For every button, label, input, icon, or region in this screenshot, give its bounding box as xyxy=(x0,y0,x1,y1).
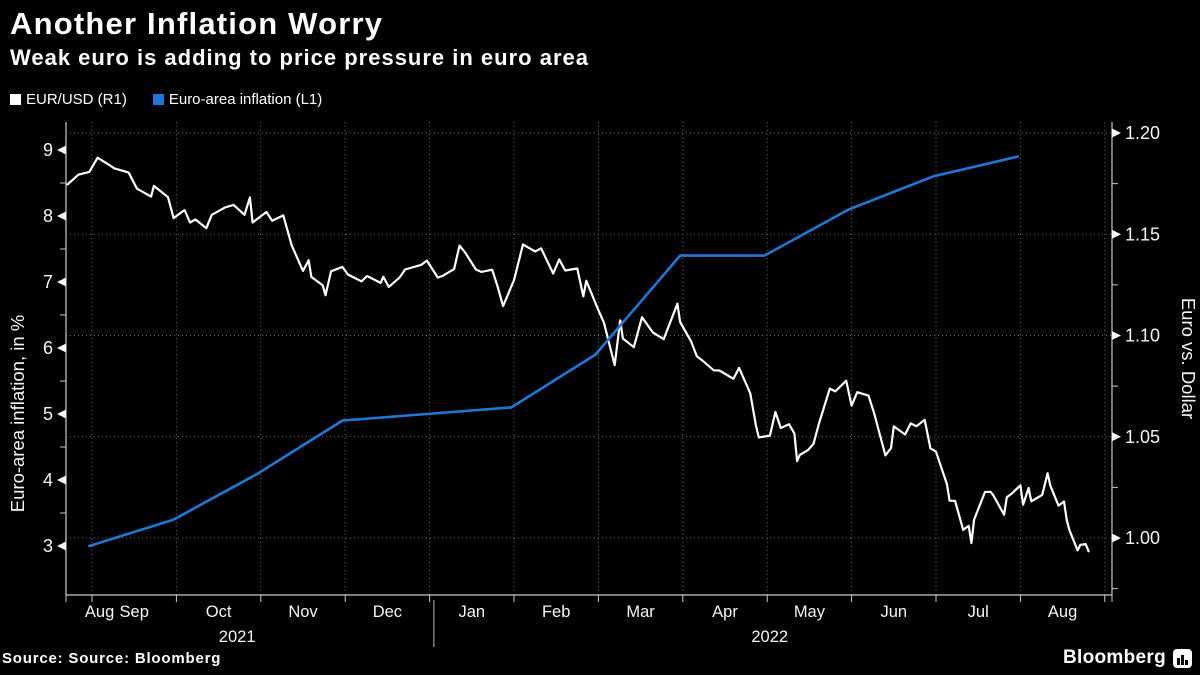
legend: EUR/USD (R1) Euro-area inflation (L1) xyxy=(10,91,322,108)
year-label: 2021 xyxy=(219,628,256,646)
eurusd-swatch-icon xyxy=(10,94,21,105)
right-axis-tick-label: 1.20 xyxy=(1125,123,1160,143)
inflation-swatch-icon xyxy=(152,94,164,105)
right-tick-triangle-icon xyxy=(1112,432,1121,442)
legend-label-eurusd: EUR/USD (R1) xyxy=(26,91,127,108)
page-title: Another Inflation Worry xyxy=(10,6,384,41)
month-label: Jun xyxy=(880,603,907,621)
inflation-line xyxy=(88,155,1020,548)
right-axis-tick-label: 1.00 xyxy=(1125,528,1160,548)
left-axis-tick-label: 7 xyxy=(43,272,53,292)
left-tick-triangle-icon xyxy=(57,409,66,419)
left-tick-triangle-icon xyxy=(57,475,66,485)
right-axis-tick-label: 1.15 xyxy=(1125,224,1160,244)
left-axis-tick-label: 8 xyxy=(43,206,53,226)
year-label: 2022 xyxy=(751,628,788,646)
right-tick-triangle-icon xyxy=(1112,128,1121,138)
month-label: May xyxy=(794,603,826,621)
month-label: Apr xyxy=(712,603,738,621)
page-subtitle: Weak euro is adding to price pressure in… xyxy=(10,45,589,70)
month-label: Jan xyxy=(458,603,485,621)
bloomberg-bars-icon xyxy=(1173,648,1192,668)
left-tick-triangle-icon xyxy=(57,541,66,551)
left-axis-tick-label: 9 xyxy=(43,140,53,160)
right-axis-tick-label: 1.10 xyxy=(1125,326,1160,346)
left-tick-triangle-icon xyxy=(57,145,66,155)
right-axis-title: Euro vs. Dollar xyxy=(1178,298,1199,419)
source-note: Source: Source: Bloomberg xyxy=(2,650,222,667)
right-tick-triangle-icon xyxy=(1112,331,1121,340)
month-label: Feb xyxy=(542,603,570,621)
left-tick-triangle-icon xyxy=(57,211,66,221)
left-axis-tick-label: 3 xyxy=(43,536,53,556)
month-label: Jul xyxy=(968,603,989,621)
month-label: Nov xyxy=(288,603,318,621)
month-label: Mar xyxy=(626,603,655,621)
month-label: Oct xyxy=(206,603,232,621)
bloomberg-logo: Bloomberg xyxy=(1063,647,1192,669)
month-label: Dec xyxy=(373,603,402,621)
right-tick-triangle-icon xyxy=(1112,229,1121,239)
month-label: Aug xyxy=(1048,603,1077,621)
bloomberg-wordmark: Bloomberg xyxy=(1063,647,1166,668)
legend-item-inflation: Euro-area inflation (L1) xyxy=(152,91,323,108)
right-tick-triangle-icon xyxy=(1112,533,1121,543)
legend-item-eurusd: EUR/USD (R1) xyxy=(10,91,127,108)
eurusd-line xyxy=(66,156,1090,553)
right-axis-tick-label: 1.05 xyxy=(1125,427,1160,447)
left-axis-tick-label: 6 xyxy=(43,338,53,358)
left-axis-tick-label: 5 xyxy=(43,404,53,424)
month-label: Aug xyxy=(85,603,114,621)
left-tick-triangle-icon xyxy=(57,277,66,287)
left-axis-title: Euro-area inflation, in % xyxy=(7,315,28,512)
left-axis-tick-label: 4 xyxy=(43,470,53,490)
left-tick-triangle-icon xyxy=(57,343,66,353)
legend-label-inflation: Euro-area inflation (L1) xyxy=(168,91,323,108)
month-label: Sep xyxy=(120,603,149,621)
